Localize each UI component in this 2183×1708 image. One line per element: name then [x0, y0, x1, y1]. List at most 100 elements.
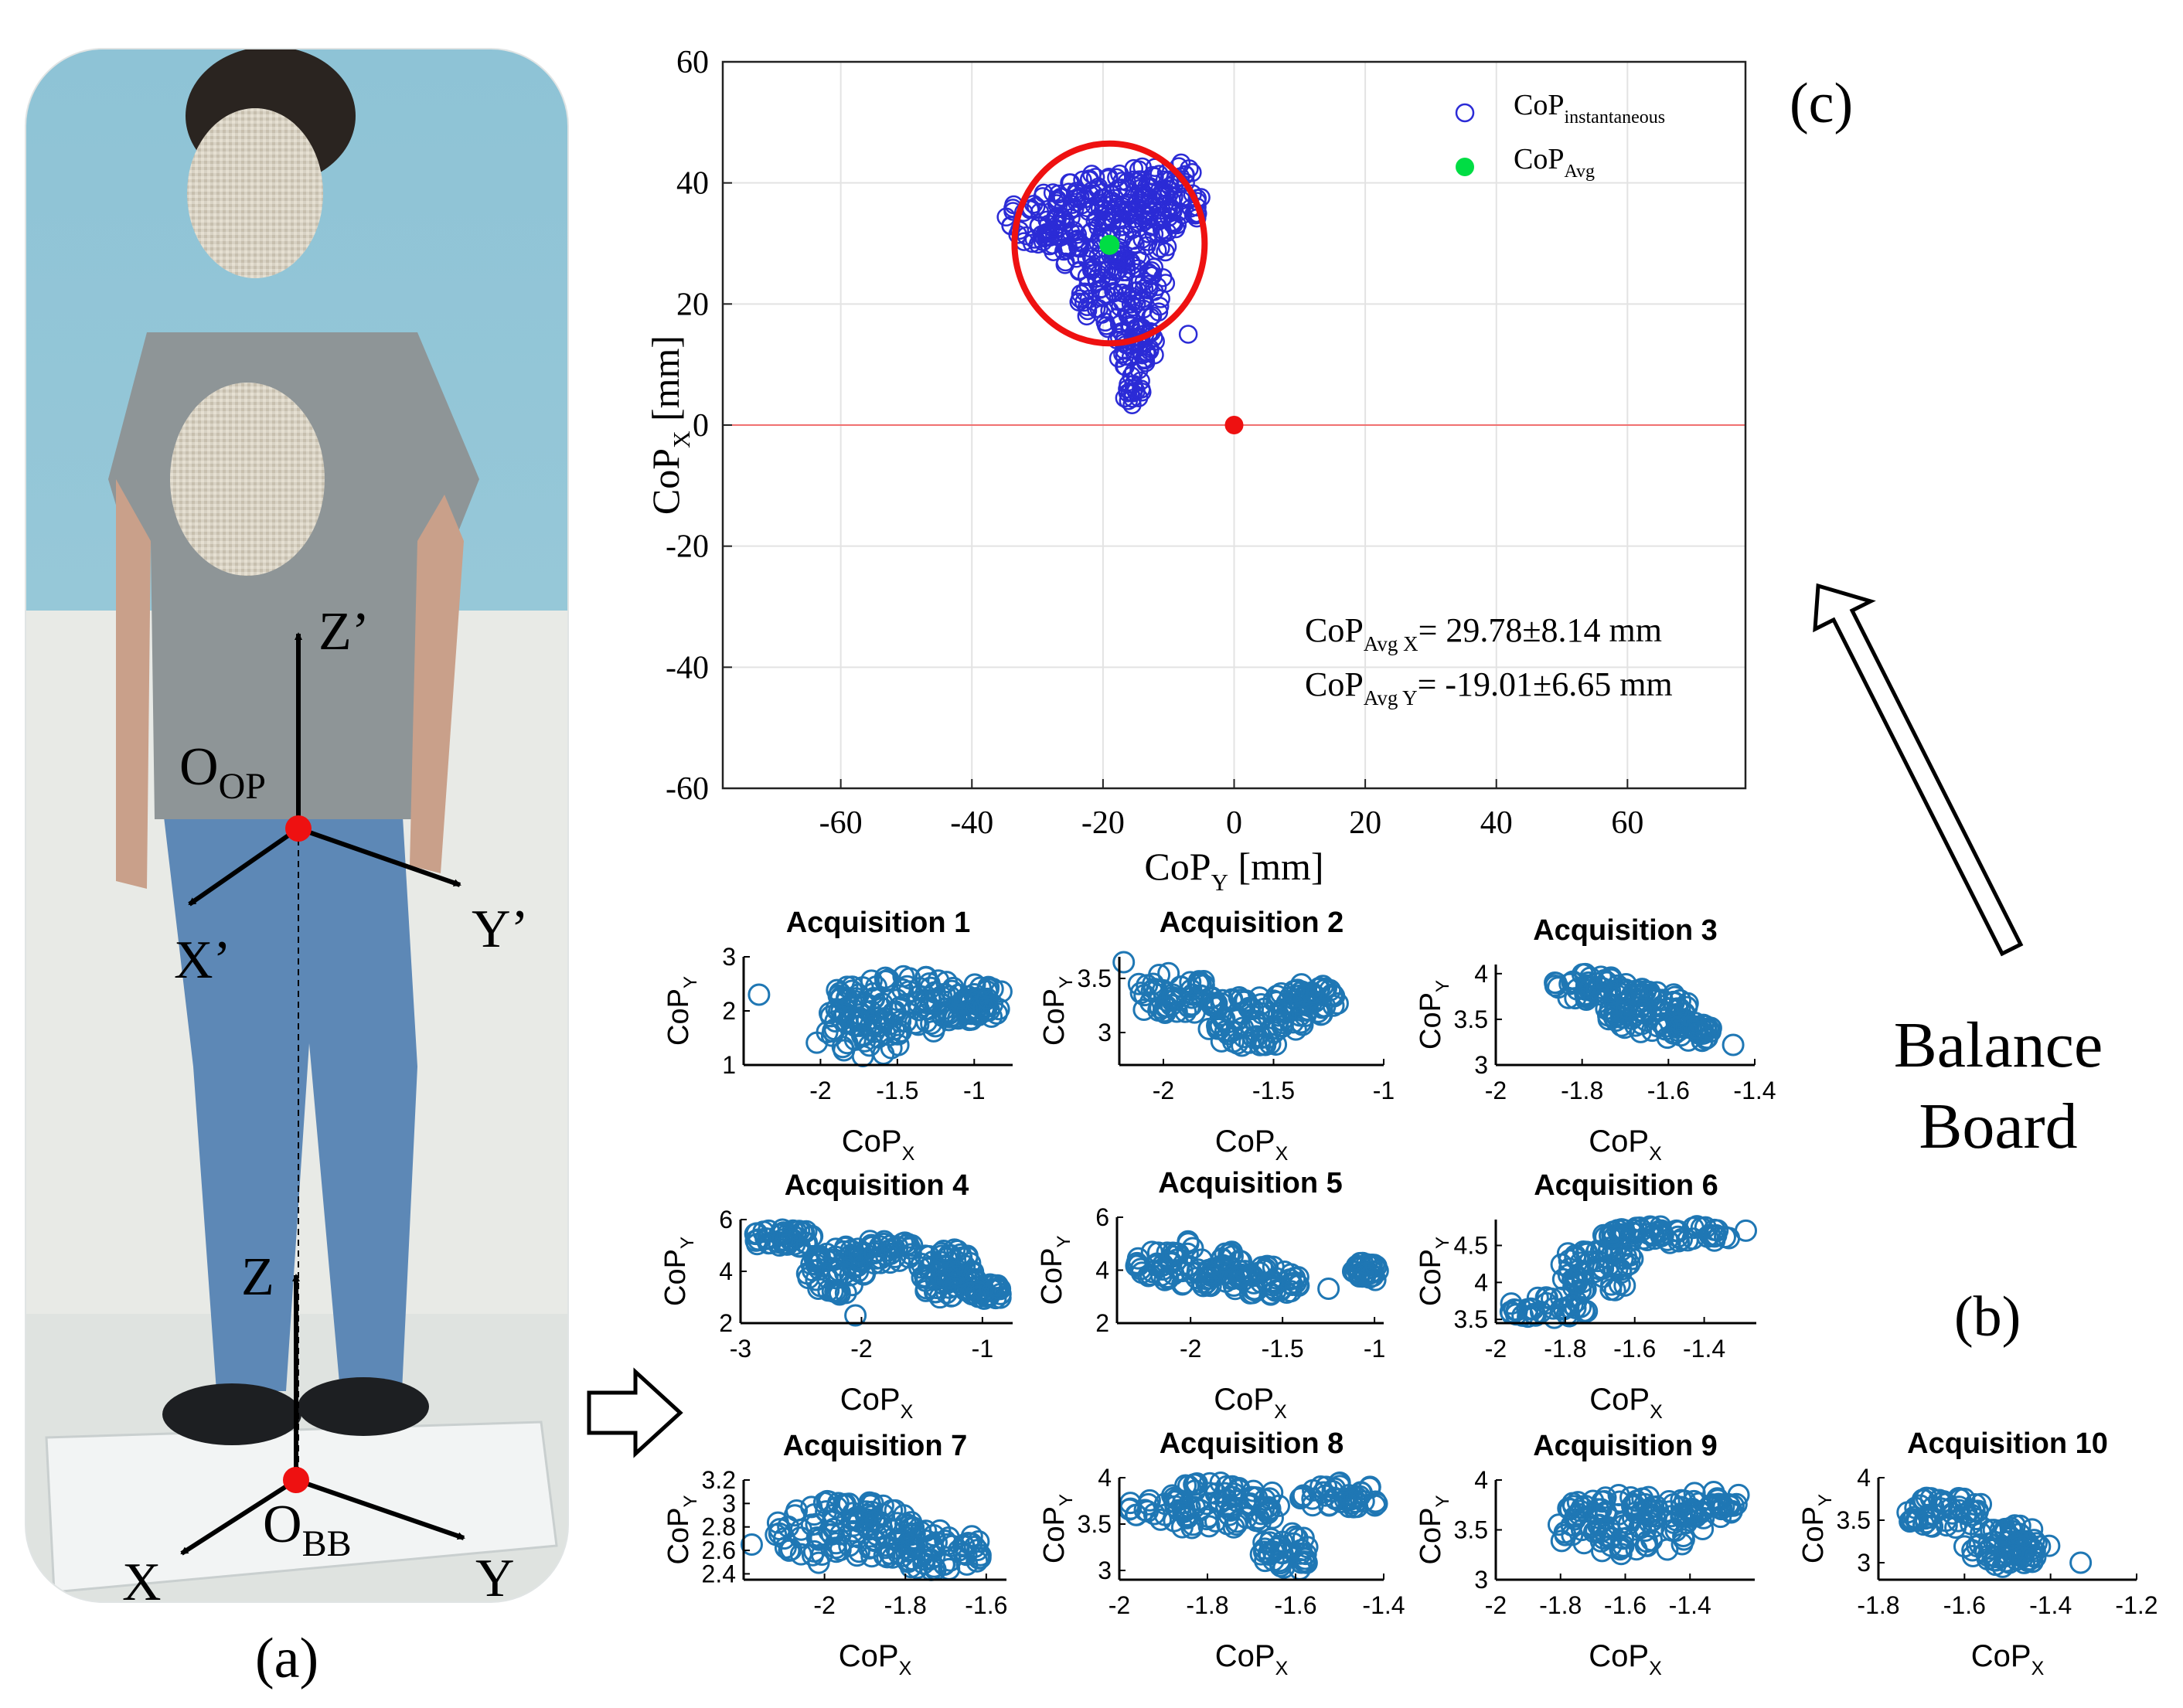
- acq-9-ytick-label-2: 4: [1474, 1466, 1488, 1494]
- acq-8-point-1-30: [1317, 1494, 1340, 1517]
- acq-7-point-1-50: [897, 1550, 920, 1574]
- acq-9-point-0-108: [1636, 1498, 1660, 1521]
- main-xlabel-main: CoP: [1144, 845, 1211, 888]
- face-blur: [187, 108, 323, 278]
- acquisition-title-9: Acquisition 9: [1533, 1430, 1718, 1462]
- legend-label-instantaneous-main: CoP: [1514, 89, 1564, 121]
- acq-10-point-1-56: [2011, 1546, 2035, 1569]
- acq-9-xtick-label-0: -2: [1485, 1591, 1507, 1619]
- panel-label-c: (c): [1790, 72, 1853, 135]
- main-point-1-149: [1156, 242, 1175, 262]
- chest-blur: [170, 383, 325, 576]
- acq-10-point-1-66: [2001, 1542, 2025, 1565]
- acq-1-point-0-114: [892, 965, 915, 988]
- main-point-4-73: [1097, 285, 1117, 305]
- horizontal-arrow-shape: [587, 1367, 683, 1458]
- legend-marker-avg: [1456, 158, 1474, 176]
- acq-7-point-1-59: [925, 1531, 948, 1554]
- main-point-2-3: [1138, 210, 1157, 230]
- acq-6-ytick-label-1: 4: [1474, 1268, 1488, 1296]
- acq-10-xlabel-main: CoP: [1971, 1639, 2031, 1673]
- acq-8-ytick-label-0: 3: [1098, 1557, 1112, 1584]
- acq-10-ytick-label-1: 3.5: [1837, 1506, 1871, 1534]
- balance-board-label-line1: Balance: [1894, 1009, 2103, 1081]
- acq-4-point-2-33: [848, 1241, 871, 1264]
- acq-9-outlier-0: [1727, 1483, 1750, 1506]
- acq-9-point-1-29: [1706, 1489, 1729, 1512]
- acq-4-xtick-label-0: -3: [730, 1335, 751, 1363]
- acq-1-ylabel-main: CoP: [662, 988, 695, 1046]
- main-point-4-5: [1121, 252, 1141, 272]
- acq-2-ytick-label-0: 3: [1098, 1019, 1112, 1046]
- acq-8-point-0-71: [1177, 1475, 1200, 1498]
- main-point-4-78: [1143, 266, 1163, 285]
- acq-2-point-1-59: [1251, 1002, 1274, 1025]
- main-ytick-label-2: -20: [666, 529, 709, 565]
- acq-5-xlabel: CoPX: [1214, 1383, 1287, 1423]
- acq-6-point-0-25: [1526, 1286, 1549, 1309]
- main-point-1-129: [1037, 223, 1057, 243]
- x-prime-axis: [188, 826, 300, 907]
- acq-1-xtick-label-1: -1.5: [876, 1077, 918, 1104]
- acq-9-ytick-label-0: 3: [1474, 1566, 1488, 1594]
- acq-10-ylabel: CoPY: [1797, 1494, 1836, 1563]
- acq-10-point-1-69: [1994, 1517, 2017, 1540]
- acquisition-points-8: [1118, 1472, 1388, 1580]
- acq-4-point-3-59: [918, 1245, 941, 1268]
- acq-6-ytick-label-0: 3.5: [1454, 1305, 1488, 1333]
- acq-2-point-2-39: [1294, 1004, 1317, 1027]
- main-point-4-58: [1139, 281, 1159, 300]
- acq-9-xlabel: CoPX: [1589, 1639, 1662, 1679]
- acq-3-xtick-label-3: -1.4: [1733, 1077, 1776, 1104]
- main-xtick-label-3: 0: [1226, 805, 1242, 841]
- acq-6-outlier-0: [1735, 1219, 1758, 1242]
- acq-8-point-0-26: [1197, 1515, 1221, 1538]
- acq-3-point-2-29: [1685, 1016, 1708, 1039]
- acq-8-outlier-0: [1364, 1494, 1387, 1517]
- main-point-4-16: [1074, 292, 1094, 312]
- acq-6-point-2-59: [1613, 1219, 1636, 1242]
- main-avg-point: [1099, 234, 1120, 255]
- acq-2-point-0-44: [1142, 972, 1165, 995]
- acq-9-point-0-66: [1625, 1538, 1648, 1561]
- acq-8-xlabel-main: CoP: [1215, 1639, 1275, 1673]
- origin-bb-dot: [283, 1467, 309, 1493]
- acq-9-point-1-28: [1689, 1501, 1712, 1524]
- acq-1-point-2-20: [823, 1018, 846, 1041]
- main-point-6-10: [1132, 382, 1152, 402]
- acq-2-outlier-0: [1112, 951, 1136, 974]
- acq-10-point-0-19: [1935, 1514, 1958, 1537]
- acq-5-xtick-label-1: -1.5: [1262, 1335, 1304, 1363]
- acq-4-point-3-69: [932, 1240, 955, 1263]
- acq-10-point-1-67: [1977, 1544, 2000, 1567]
- balance-board-arrow: [1813, 583, 2024, 957]
- acq-9-xtick-label-2: -1.6: [1604, 1591, 1647, 1619]
- acq-3-point-1-78: [1615, 997, 1638, 1020]
- acq-7-point-0-74: [871, 1502, 894, 1526]
- acq-2-point-1-41: [1238, 1031, 1262, 1054]
- acq-2-xlabel-main: CoP: [1215, 1124, 1275, 1159]
- legend-label-avg-sub: Avg: [1564, 162, 1595, 182]
- y-axis: [295, 1478, 465, 1540]
- acq-6-point-1-56: [1603, 1278, 1626, 1301]
- main-point-4-47: [1112, 250, 1132, 269]
- acq-6-xlabel-sub: X: [1650, 1401, 1663, 1423]
- main-point-2-41: [1120, 193, 1139, 213]
- acq-8-point-1-29: [1312, 1481, 1335, 1504]
- acquisition-points-10: [1896, 1486, 2061, 1578]
- main-point-4-79: [1077, 267, 1097, 287]
- acquisition-chart-6: Acquisition 6-2 -1.8 -1.6 -1.43.544.5CoPXCo…: [1415, 1169, 1758, 1423]
- acq-9-point-0-88: [1587, 1514, 1610, 1537]
- photo-frame: [25, 48, 569, 1603]
- acq-8-point-1-35: [1301, 1494, 1324, 1517]
- acq-5-point-0-74: [1214, 1242, 1237, 1265]
- acq-1-point-1-29: [976, 987, 999, 1010]
- left-arm: [116, 479, 151, 889]
- acq-1-point-1-25: [977, 975, 1000, 999]
- acq-10-xtick-label-1: -1.6: [1943, 1591, 1986, 1619]
- acq-10-xtick-label-0: -1.8: [1857, 1591, 1899, 1619]
- acq-1-point-2-28: [851, 1045, 874, 1068]
- acq-7-point-0-95: [857, 1503, 880, 1526]
